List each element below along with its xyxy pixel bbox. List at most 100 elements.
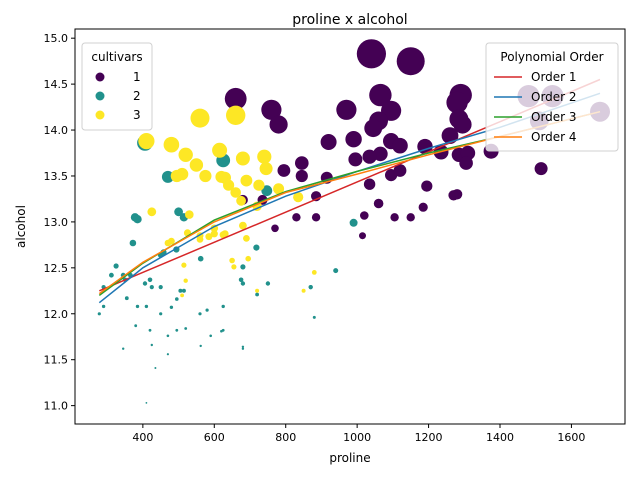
scatter-point-cultivar-1 bbox=[359, 232, 366, 240]
scatter-point-cultivar-2 bbox=[161, 170, 174, 183]
scatter-point-cultivar-2 bbox=[159, 312, 163, 316]
cultivar-legend-box bbox=[81, 42, 153, 131]
scatter-point-cultivar-3 bbox=[199, 169, 212, 183]
legend-marker-cultivar-2 bbox=[95, 91, 105, 101]
scatter-point-cultivar-2 bbox=[144, 304, 149, 309]
y-tick-label: 12.5 bbox=[44, 262, 69, 275]
scatter-point-cultivar-2 bbox=[240, 281, 246, 286]
scatter-point-cultivar-3 bbox=[245, 255, 251, 262]
scatter-point-cultivar-3 bbox=[311, 270, 317, 275]
scatter-point-cultivar-3 bbox=[231, 264, 237, 270]
legend-label-order-3: Order 3 bbox=[531, 110, 577, 124]
scatter-point-cultivar-3 bbox=[226, 105, 246, 126]
scatter-point-cultivar-2 bbox=[109, 272, 114, 278]
scatter-point-cultivar-3 bbox=[168, 237, 175, 245]
scatter-point-cultivar-3 bbox=[185, 210, 194, 219]
y-tick-label: 13.5 bbox=[44, 170, 69, 183]
cultivar-legend-title: cultivars bbox=[91, 50, 142, 64]
x-tick-label: 800 bbox=[275, 431, 296, 444]
scatter-point-cultivar-1 bbox=[448, 190, 459, 201]
y-tick-label: 14.5 bbox=[44, 78, 69, 91]
scatter-point-cultivar-2 bbox=[175, 328, 179, 332]
scatter-point-cultivar-2 bbox=[184, 327, 188, 330]
scatter-point-cultivar-3 bbox=[189, 158, 204, 172]
scatter-point-cultivar-2 bbox=[312, 315, 316, 319]
scatter-point-cultivar-1 bbox=[295, 156, 309, 170]
scatter-point-cultivar-1 bbox=[295, 169, 308, 183]
y-axis: 11.0 11.5 12.0 12.5 13.0 13.5 14.0 14.5 15.0 bbox=[44, 32, 75, 413]
scatter-point-cultivar-3 bbox=[178, 147, 193, 162]
scatter-point-cultivar-1 bbox=[369, 83, 392, 107]
scatter-point-cultivar-1 bbox=[261, 99, 282, 120]
x-tick-label: 1400 bbox=[486, 431, 514, 444]
scatter-point-cultivar-1 bbox=[277, 164, 291, 177]
scatter-point-cultivar-1 bbox=[390, 213, 399, 222]
scatter-point-cultivar-2 bbox=[148, 328, 152, 332]
legend-label-order-2: Order 2 bbox=[531, 90, 577, 104]
scatter-point-cultivar-1 bbox=[446, 91, 468, 114]
scatter-point-cultivar-2 bbox=[174, 207, 184, 217]
scatter-point-cultivar-2 bbox=[158, 285, 163, 290]
scatter-point-cultivar-3 bbox=[223, 179, 235, 191]
y-tick-label: 11.0 bbox=[44, 400, 69, 413]
scatter-point-cultivar-1 bbox=[453, 115, 472, 134]
scatter-point-cultivar-1 bbox=[360, 211, 369, 220]
scatter-point-cultivar-2 bbox=[265, 281, 271, 286]
scatter-point-cultivar-3 bbox=[190, 108, 210, 128]
scatter-point-cultivar-3 bbox=[255, 288, 260, 293]
scatter-point-cultivar-3 bbox=[205, 233, 213, 241]
plot-frame bbox=[74, 28, 626, 425]
scatter-point-cultivar-2 bbox=[333, 268, 339, 274]
x-tick-label: 1600 bbox=[557, 431, 585, 444]
scatter-point-cultivar-2 bbox=[175, 297, 179, 301]
scatter-point-cultivar-2 bbox=[198, 312, 202, 316]
legend-label-cultivar-2: 2 bbox=[133, 89, 141, 103]
scatter-point-cultivar-2 bbox=[241, 347, 245, 350]
scatter-point-cultivar-1 bbox=[373, 146, 388, 162]
scatter-point-cultivar-1 bbox=[363, 178, 376, 190]
scatter-point-cultivar-2 bbox=[169, 305, 174, 309]
legend-label-cultivar-1: 1 bbox=[133, 70, 141, 84]
x-axis-label: proline bbox=[329, 451, 370, 465]
scatter-point-cultivar-2 bbox=[261, 185, 273, 197]
scatter-point-cultivar-1 bbox=[356, 39, 386, 69]
scatter-point-cultivar-2 bbox=[240, 264, 246, 270]
scatter-point-cultivar-1 bbox=[311, 213, 321, 222]
scatter-point-cultivar-3 bbox=[230, 187, 241, 198]
scatter-point-cultivar-2 bbox=[129, 239, 137, 247]
scatter-point-cultivar-1 bbox=[320, 134, 337, 150]
polynomial-legend-title: Polynomial Order bbox=[500, 50, 603, 64]
scatter-point-cultivar-3 bbox=[180, 293, 185, 298]
scatter-point-cultivar-2 bbox=[101, 304, 106, 309]
scatter-point-cultivar-3 bbox=[221, 230, 229, 238]
scatter-point-cultivar-3 bbox=[138, 133, 155, 150]
scatter-point-cultivar-2 bbox=[134, 324, 138, 328]
y-tick-label: 14.0 bbox=[44, 124, 69, 137]
scatter-point-cultivar-3 bbox=[229, 257, 235, 264]
scatter-point-cultivar-2 bbox=[166, 353, 169, 356]
scatter-point-cultivar-3 bbox=[163, 136, 180, 153]
scatter-point-cultivar-2 bbox=[209, 334, 212, 338]
scatter-point-cultivar-3 bbox=[301, 288, 306, 293]
scatter-point-cultivar-3 bbox=[181, 262, 187, 268]
scatter-point-cultivar-2 bbox=[113, 263, 119, 269]
polynomial-legend: Polynomial Order Order 1 Order 2 Order 3 Or… bbox=[485, 42, 619, 152]
scatter-point-cultivar-3 bbox=[239, 221, 247, 230]
scatter-point-cultivar-3 bbox=[170, 169, 183, 183]
scatter-point-cultivar-1 bbox=[364, 119, 383, 138]
scatter-point-cultivar-1 bbox=[441, 127, 459, 144]
scatter-point-cultivar-3 bbox=[215, 170, 228, 183]
scatter-point-cultivar-2 bbox=[199, 344, 202, 348]
scatter-point-cultivar-2 bbox=[145, 402, 148, 404]
scatter-point-cultivar-2 bbox=[221, 328, 225, 332]
scatter-point-cultivar-3 bbox=[257, 149, 272, 164]
scatter-point-cultivar-3 bbox=[236, 195, 247, 206]
x-tick-label: 1000 bbox=[343, 431, 371, 444]
scatter-point-cultivar-2 bbox=[124, 296, 129, 301]
scatter-point-cultivar-2 bbox=[238, 277, 244, 283]
scatter-point-cultivar-1 bbox=[271, 224, 279, 233]
y-tick-label: 13.0 bbox=[44, 216, 69, 229]
scatter-point-cultivar-2 bbox=[181, 288, 186, 293]
scatter-point-cultivar-1 bbox=[392, 137, 408, 154]
